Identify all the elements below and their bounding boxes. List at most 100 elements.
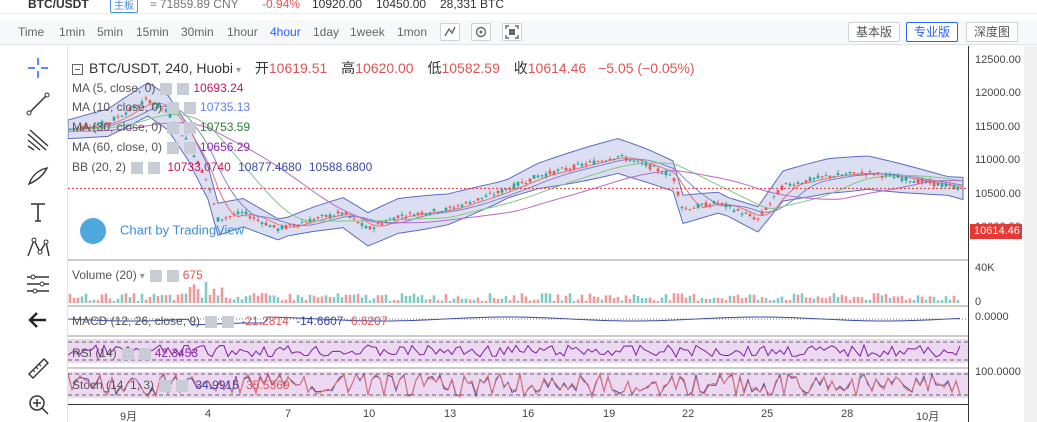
ma10-settings-icon[interactable] — [167, 101, 180, 114]
candle-body — [280, 226, 284, 230]
candle-body — [876, 172, 880, 174]
time-axis[interactable]: 9月 4 7 10 13 16 19 22 25 28 10月 — [68, 404, 968, 422]
zoom-in-icon[interactable] — [24, 390, 52, 418]
tf-4hour[interactable]: 4hour — [266, 24, 305, 46]
macd-legend[interactable]: MACD (12, 26, close, 9) -21.2814 -14.660… — [72, 314, 388, 328]
candle-body — [296, 224, 300, 227]
tf-1day[interactable]: 1day — [313, 25, 340, 39]
volume-bar — [468, 299, 472, 303]
pitchfork-icon[interactable] — [24, 126, 52, 154]
volume-settings-icon[interactable] — [149, 269, 162, 282]
tf-1week[interactable]: 1week — [350, 25, 385, 39]
tf-1mon[interactable]: 1mon — [397, 25, 428, 39]
price-axis[interactable]: 12500.00 12000.00 11500.00 11000.00 1050… — [968, 46, 1024, 422]
volume-bar — [908, 298, 912, 303]
volume-close-icon[interactable] — [166, 269, 179, 282]
candle-body — [196, 161, 200, 165]
collapse-legend-icon[interactable] — [72, 63, 83, 75]
rsi-close-icon[interactable] — [138, 347, 151, 360]
volume-bar — [328, 297, 332, 303]
fib-icon[interactable] — [24, 270, 52, 298]
tradingview-brand[interactable]: Chart by TradingView — [80, 218, 244, 244]
candle-body — [732, 210, 736, 212]
candle-body — [776, 190, 780, 195]
candle-body — [832, 176, 836, 178]
fullscreen-icon[interactable] — [502, 23, 522, 41]
candle-body — [316, 216, 320, 219]
macd-close-icon[interactable] — [222, 315, 235, 328]
chart-area[interactable] — [68, 46, 968, 422]
depth-chart-button[interactable]: 深度图 — [966, 22, 1019, 42]
tf-time[interactable]: Time — [18, 25, 45, 39]
volume-bar — [812, 298, 816, 303]
ma60-settings-icon[interactable] — [167, 141, 180, 154]
tf-15min[interactable]: 15min — [136, 25, 169, 39]
tf-5min[interactable]: 5min — [97, 25, 124, 39]
volume-bar — [588, 293, 592, 303]
volume-bar — [680, 293, 684, 303]
bb-lower-value: 10588.6800 — [308, 160, 373, 174]
ma5-settings-icon[interactable] — [160, 82, 173, 95]
ruler-icon[interactable] — [24, 354, 52, 382]
candle-body — [548, 170, 552, 175]
pattern-icon[interactable] — [24, 234, 52, 262]
brush-icon[interactable] — [24, 162, 52, 190]
ma30-settings-icon[interactable] — [167, 121, 180, 134]
indicator-icon[interactable] — [440, 23, 460, 41]
volume-bar — [92, 299, 96, 303]
candle-body — [708, 204, 712, 207]
basic-view-button[interactable]: 基本版 — [848, 22, 901, 42]
tf-1hour[interactable]: 1hour — [227, 25, 258, 39]
symbol-title[interactable]: BTC/USDT, 240, Huobi — [89, 60, 233, 76]
candle-body — [872, 173, 876, 176]
page-scrollbar[interactable] — [1024, 46, 1037, 422]
volume-bar — [708, 298, 712, 303]
ticker-pair[interactable]: BTC/USDT — [28, 0, 89, 11]
symbol-menu-icon[interactable]: ▾ — [235, 65, 241, 76]
candle-body — [512, 183, 516, 189]
candle-body — [652, 165, 656, 167]
tf-30min[interactable]: 30min — [181, 25, 214, 39]
candle-body — [528, 178, 532, 182]
candle-body — [572, 164, 576, 170]
ma60-close-icon[interactable] — [184, 141, 197, 154]
candle-body — [284, 225, 288, 229]
ma30-close-icon[interactable] — [184, 121, 197, 134]
volume-bar — [456, 296, 460, 303]
candle-body — [792, 184, 796, 186]
ma10-legend[interactable]: MA (10, close, 0) 10735.13 — [72, 100, 250, 114]
volume-bar — [628, 298, 632, 303]
tf-1min[interactable]: 1min — [59, 25, 86, 39]
candle-body — [492, 194, 496, 196]
volume-bar — [80, 296, 84, 303]
rsi-legend[interactable]: RSI (14) 42.3453 — [72, 346, 198, 360]
pro-view-button[interactable]: 专业版 — [906, 22, 959, 42]
trend-line-icon[interactable] — [24, 90, 52, 118]
candle-body — [424, 213, 428, 215]
macd-settings-icon[interactable] — [205, 315, 218, 328]
ma5-legend[interactable]: MA (5, close, 0) 10693.24 — [72, 81, 243, 95]
volume-bar — [560, 300, 564, 303]
volume-legend[interactable]: Volume (20) ▾ 675 — [72, 268, 203, 282]
bb-legend[interactable]: BB (20, 2) 10733.0740 10877.4680 10588.6… — [72, 160, 372, 174]
ma10-close-icon[interactable] — [184, 101, 197, 114]
ma5-close-icon[interactable] — [177, 82, 190, 95]
stoch-settings-icon[interactable] — [159, 379, 172, 392]
back-arrow-icon[interactable] — [24, 306, 52, 334]
volume-bar — [376, 295, 380, 303]
ma60-legend[interactable]: MA (60, close, 0) 10656.29 — [72, 140, 250, 154]
ma30-legend[interactable]: MA (30, close, 0) 10753.59 — [72, 120, 250, 134]
candlestick-chart[interactable] — [68, 46, 968, 404]
text-icon[interactable] — [24, 198, 52, 226]
candle-body — [520, 181, 524, 184]
stoch-legend[interactable]: Stoch (14, 1, 3) 34.9915 35.5369 — [72, 378, 290, 392]
bb-close-icon[interactable] — [148, 161, 161, 174]
settings-icon[interactable] — [471, 23, 491, 41]
volume-bar — [840, 294, 844, 303]
stoch-close-icon[interactable] — [176, 379, 189, 392]
crosshair-icon[interactable] — [24, 54, 52, 82]
bb-settings-icon[interactable] — [131, 161, 144, 174]
rsi-settings-icon[interactable] — [121, 347, 134, 360]
volume-bar — [136, 300, 140, 303]
volume-menu-icon[interactable]: ▾ — [139, 271, 145, 282]
